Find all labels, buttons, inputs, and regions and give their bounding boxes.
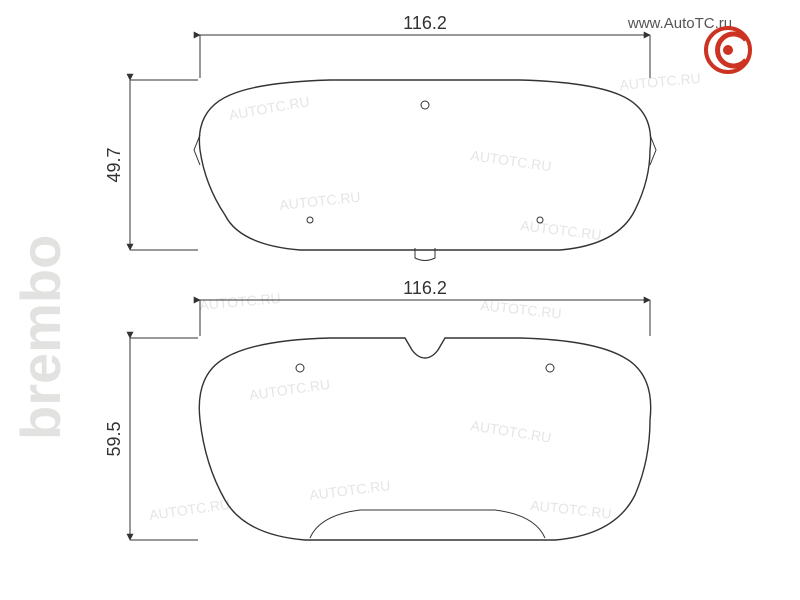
watermark-autotc: AUTOTC.RU <box>619 70 702 93</box>
watermark-autotc: AUTOTC.RU <box>199 290 282 313</box>
logo-dot <box>723 45 733 55</box>
watermark-autotc: AUTOTC.RU <box>248 376 331 403</box>
feature-detail <box>310 510 545 538</box>
watermark-brembo: brembo <box>9 235 72 440</box>
dim-label-height-bottom: 59.5 <box>104 421 124 456</box>
dim-label-height-top: 49.7 <box>104 147 124 182</box>
watermark-autotc: AUTOTC.RU <box>279 189 362 213</box>
watermark-autotc: AUTOTC.RU <box>228 93 311 123</box>
watermark-autotc: AUTOTC.RU <box>308 477 391 503</box>
technical-drawing: brembo AUTOTC.RU AUTOTC.RU AUTOTC.RU AUTOTC.… <box>0 0 800 600</box>
dim-label-width-bottom: 116.2 <box>403 278 447 298</box>
watermark-autotc: AUTOTC.RU <box>530 497 613 521</box>
watermark-autotc: AUTOTC.RU <box>148 496 231 523</box>
watermark-autotc: AUTOTC.RU <box>520 217 603 243</box>
feature-hole <box>546 364 554 372</box>
watermark-autotc: AUTOTC.RU <box>470 147 553 174</box>
watermark-autotc: AUTOTC.RU <box>470 417 553 446</box>
watermark-autotc: AUTOTC.RU <box>480 297 563 321</box>
feature-hole <box>296 364 304 372</box>
dim-label-width-top: 116.2 <box>403 13 447 33</box>
feature-hole <box>421 101 429 109</box>
feature-hole <box>307 217 313 223</box>
